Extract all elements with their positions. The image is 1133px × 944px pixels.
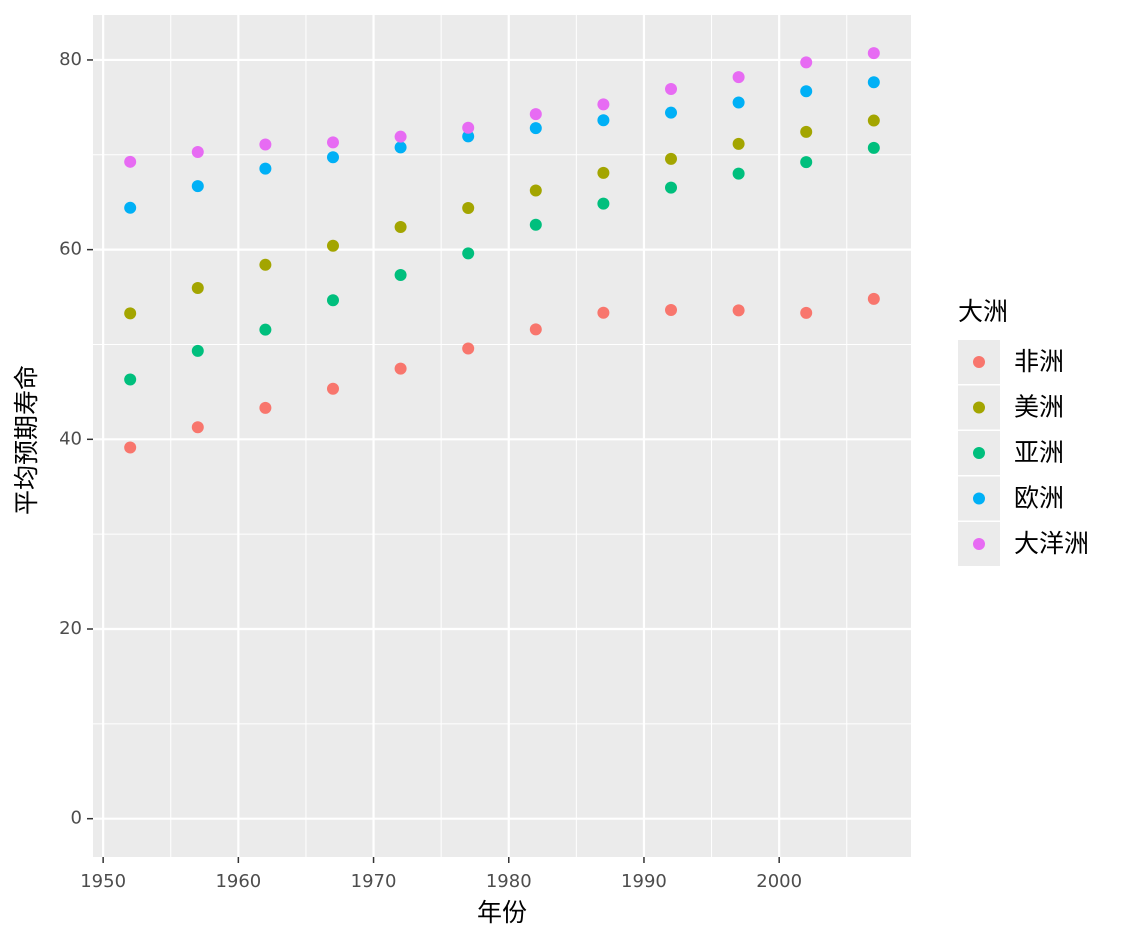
point [665,304,678,317]
point [259,401,272,414]
point [867,141,880,154]
point [800,85,813,98]
point [124,155,137,168]
point [529,218,542,231]
point [867,76,880,89]
legend-label: 大洋洲 [1014,529,1089,558]
y-tick-label: 20 [59,618,82,639]
y-tick-label: 0 [71,808,82,829]
point [191,421,204,434]
legend-key [973,356,985,368]
point [259,323,272,336]
point [326,151,339,164]
x-axis-label: 年份 [477,898,527,927]
point [732,304,745,317]
point [529,323,542,336]
legend-label: 美洲 [1014,393,1064,422]
x-tick-label: 2000 [756,871,802,892]
point [124,201,137,214]
point [867,47,880,60]
point [191,344,204,357]
point [394,141,407,154]
x-tick-label: 1970 [351,871,397,892]
point [867,114,880,127]
point [597,197,610,210]
point [462,247,475,260]
point [326,382,339,395]
point [124,441,137,454]
x-tick-label: 1990 [621,871,667,892]
point [665,181,678,194]
point [665,106,678,119]
x-tick-label: 1950 [80,871,126,892]
point [597,98,610,111]
point [394,269,407,282]
plot-panel [93,15,911,857]
point [191,145,204,158]
y-tick-label: 40 [59,428,82,449]
point [597,114,610,127]
legend-key [973,538,985,550]
point [732,96,745,109]
point [800,125,813,138]
point [462,130,475,143]
legend-label: 非洲 [1014,347,1064,376]
point [732,137,745,150]
point [191,180,204,193]
point [124,373,137,386]
point [462,121,475,134]
point [800,156,813,169]
point [529,184,542,197]
point [394,130,407,143]
point [800,306,813,319]
point [732,71,745,84]
y-axis-label: 平均预期寿命 [12,365,41,515]
point [665,152,678,165]
point [394,220,407,233]
legend-title: 大洲 [958,297,1008,326]
point [597,306,610,319]
legend-label: 欧洲 [1014,484,1064,513]
x-tick-label: 1980 [486,871,532,892]
point [326,136,339,149]
point [597,166,610,179]
legend-key [973,447,985,459]
y-tick-label: 60 [59,239,82,260]
point [394,362,407,375]
point [259,258,272,271]
legend-label: 亚洲 [1014,438,1064,467]
point [191,281,204,294]
point [326,239,339,252]
x-tick-label: 1960 [215,871,261,892]
point [800,56,813,69]
point [529,108,542,121]
y-tick-label: 80 [59,49,82,70]
point [259,162,272,175]
legend-key [973,492,985,505]
point [732,167,745,180]
point [462,342,475,355]
legend-key [973,401,985,414]
point [259,138,272,151]
point [529,122,542,135]
point [462,202,475,215]
point [867,292,880,305]
point [665,82,678,95]
point [124,307,137,320]
point [326,294,339,307]
